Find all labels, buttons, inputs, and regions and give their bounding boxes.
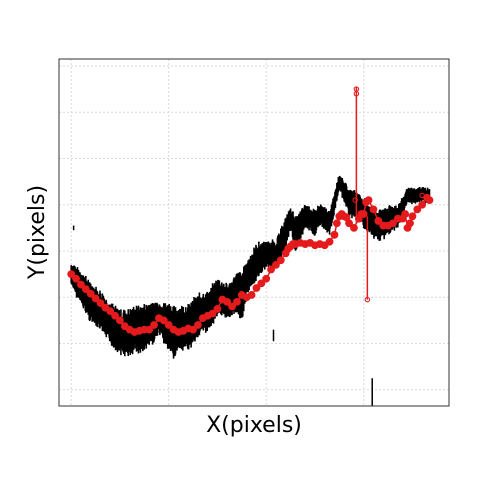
red-point	[374, 217, 383, 225]
red-point	[369, 205, 378, 214]
red-point	[364, 196, 373, 205]
red-point	[86, 289, 95, 298]
red-point	[145, 325, 154, 334]
y-axis-label: Y(pixels)	[25, 185, 50, 280]
red-point	[257, 279, 266, 288]
red-point	[67, 270, 76, 279]
red-point	[350, 223, 358, 232]
red-point	[194, 321, 202, 329]
red-open-marker	[360, 210, 367, 216]
red-trace-series	[67, 86, 434, 336]
x-axis-label: X(pixels)	[206, 413, 302, 438]
red-point	[389, 219, 397, 228]
red-point	[96, 299, 105, 307]
red-point	[247, 291, 256, 299]
red-point	[408, 212, 417, 221]
red-open-marker	[403, 225, 410, 231]
red-point	[77, 280, 85, 289]
red-open-marker	[364, 296, 371, 303]
red-point	[276, 256, 285, 265]
red-point	[272, 260, 280, 269]
red-point	[345, 219, 353, 228]
red-point	[413, 205, 422, 214]
red-point	[262, 274, 271, 283]
red-point	[418, 200, 427, 209]
red-point	[164, 321, 173, 329]
red-point	[106, 307, 115, 316]
black-band-series	[70, 175, 431, 359]
red-point	[233, 298, 241, 306]
red-point	[150, 321, 158, 329]
red-point	[111, 311, 119, 320]
red-point	[332, 219, 341, 228]
red-point	[213, 304, 222, 313]
red-point	[159, 316, 168, 325]
red-open-marker	[352, 197, 358, 203]
black-outliers	[72, 225, 373, 406]
red-point	[252, 284, 261, 292]
red-point	[330, 230, 339, 239]
red-open-marker	[353, 90, 360, 97]
red-point	[116, 316, 124, 325]
plot-frame	[58, 58, 450, 407]
red-point	[406, 219, 414, 228]
red-point	[223, 298, 232, 306]
red-point	[208, 309, 217, 318]
red-point	[228, 302, 236, 311]
red-point	[425, 196, 434, 205]
red-point	[72, 274, 80, 283]
red-point	[81, 285, 90, 294]
red-open-marker	[419, 192, 425, 199]
red-point	[189, 325, 197, 334]
red-point	[267, 265, 275, 274]
grid	[59, 59, 449, 406]
red-point	[91, 294, 100, 303]
red-point	[325, 237, 334, 246]
red-point	[401, 210, 410, 218]
